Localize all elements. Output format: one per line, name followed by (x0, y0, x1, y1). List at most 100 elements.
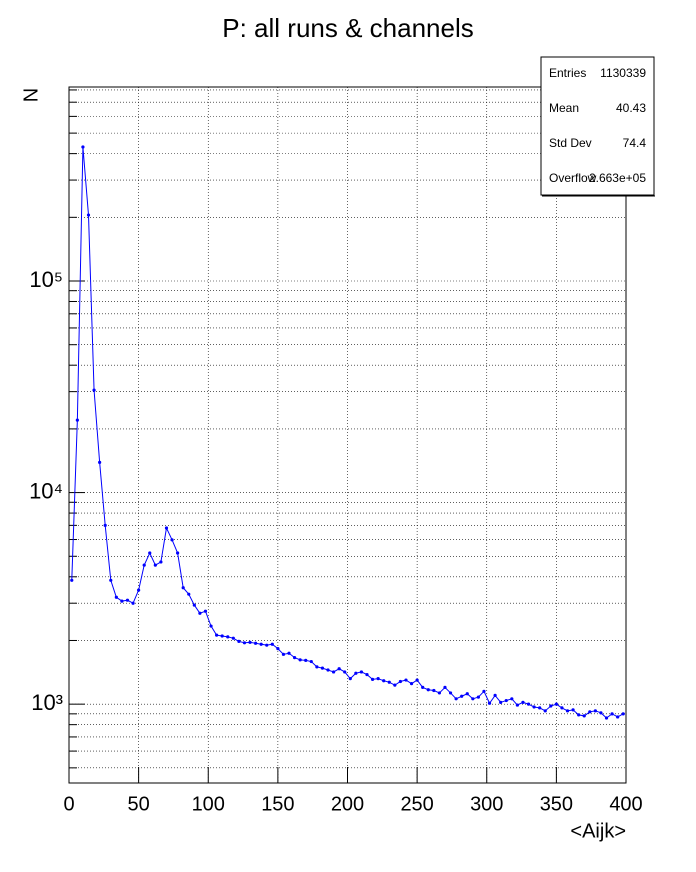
data-point (215, 633, 219, 637)
data-point (437, 691, 442, 695)
stats-box: Entries 1130339 Mean 40.43 Std Dev 74.4 Overfl… (540, 56, 655, 197)
data-point (549, 704, 553, 708)
data-point (75, 418, 79, 422)
data-point (114, 595, 118, 599)
data-point (593, 709, 597, 713)
stats-frame (540, 56, 655, 196)
data-point (320, 666, 325, 670)
data-point (120, 599, 124, 603)
x-tick-label: 50 (128, 793, 150, 815)
data-point (142, 563, 146, 567)
data-point (409, 682, 414, 686)
data-point (253, 641, 258, 645)
data-point (86, 213, 91, 217)
data-point (588, 710, 592, 714)
stats-label: Overflow (549, 171, 597, 185)
data-point (415, 678, 419, 682)
data-point (621, 712, 625, 716)
data-point (393, 683, 397, 687)
data-point (176, 551, 180, 555)
data-point (604, 716, 609, 720)
data-point (432, 688, 436, 693)
data-point (181, 586, 185, 590)
data-point (337, 667, 341, 671)
data-point (231, 636, 235, 640)
data-point (554, 702, 558, 706)
data-point (560, 706, 564, 710)
data-point (499, 700, 503, 704)
data-point (348, 677, 352, 681)
x-tick-label: 200 (331, 793, 364, 815)
data-point (103, 523, 107, 527)
data-point (426, 688, 430, 692)
data-point (354, 671, 358, 675)
data-point (376, 677, 380, 681)
data-point (532, 705, 536, 709)
data-point (398, 679, 403, 684)
data-point (326, 668, 330, 672)
data-point (482, 689, 486, 693)
data-point (226, 635, 230, 639)
data-point (404, 678, 408, 682)
x-tick-label: 250 (400, 793, 433, 815)
data-point (137, 588, 141, 592)
data-point (159, 560, 163, 564)
data-point (582, 714, 586, 718)
data-point (510, 697, 514, 701)
data-point (599, 711, 603, 715)
data-point (98, 460, 102, 464)
data-line (71, 146, 624, 719)
data-point (565, 709, 570, 713)
data-point (170, 538, 174, 542)
data-point (187, 592, 191, 596)
data-point (487, 701, 492, 705)
data-point (504, 698, 508, 703)
data-point (460, 694, 464, 698)
data-point (281, 652, 286, 656)
data-point (109, 578, 113, 582)
stats-label: Mean (549, 101, 579, 115)
data-point (331, 670, 336, 674)
data-point (521, 700, 525, 704)
x-tick-label: 0 (63, 793, 74, 815)
data-point (454, 697, 458, 701)
x-tick-label: 400 (609, 793, 642, 815)
data-point (421, 685, 425, 690)
data-point (287, 651, 291, 655)
data-point (476, 695, 480, 699)
data-point (70, 578, 74, 582)
data-point (387, 680, 391, 684)
data-point (577, 713, 581, 717)
data-point (259, 642, 263, 646)
data-point (148, 551, 152, 555)
data-point (543, 709, 547, 713)
data-point (493, 693, 497, 698)
x-tick-label: 350 (540, 793, 573, 815)
data-point (192, 603, 196, 607)
data-point (471, 697, 475, 701)
data-point (242, 641, 247, 645)
data-point (81, 145, 85, 149)
data-point (515, 703, 519, 707)
stats-value: 40.43 (616, 101, 646, 115)
y-tick-label: 10⁵ (29, 267, 63, 292)
data-point (571, 708, 575, 712)
x-axis-label: <Aijk> (570, 820, 626, 842)
stats-label: Std Dev (549, 136, 592, 150)
data-point (365, 672, 369, 677)
data-point (610, 712, 614, 716)
data-point (616, 715, 620, 719)
data-point (125, 598, 130, 602)
data-point (209, 624, 213, 628)
data-point (448, 691, 453, 695)
data-point (248, 640, 252, 644)
data-point (343, 670, 347, 674)
data-point (292, 655, 297, 660)
data-point (237, 639, 241, 643)
x-tick-label: 100 (192, 793, 225, 815)
data-point (270, 642, 274, 646)
y-axis-label: N (20, 88, 42, 102)
data-point (220, 634, 224, 638)
